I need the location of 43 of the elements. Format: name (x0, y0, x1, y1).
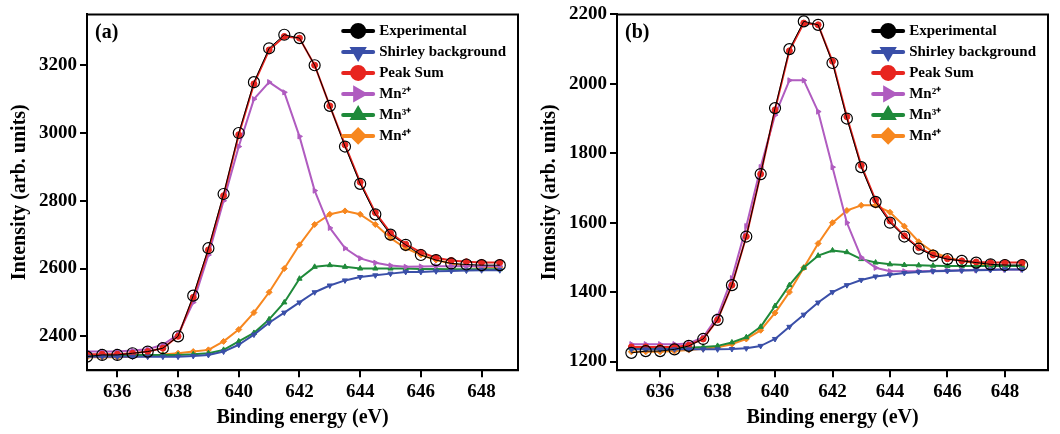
x-tick-label: 642 (818, 379, 847, 401)
annotation: (b) (625, 19, 650, 43)
x-tick-label: 640 (760, 379, 790, 401)
annotation: (a) (95, 19, 119, 43)
legend-label: Peak Sum (379, 63, 445, 80)
x-tick-label: 646 (933, 379, 962, 401)
legend-label: Shirley background (909, 42, 1037, 59)
x-tick-label: 636 (645, 379, 675, 401)
x-axis-title: Binding energy (eV) (746, 405, 919, 429)
y-tick-label: 2000 (569, 71, 607, 93)
legend-label: Experimental (909, 21, 997, 38)
legend-label: Mn²⁺ (379, 84, 412, 101)
x-axis-title: Binding energy (eV) (216, 405, 389, 429)
legend-label: Mn³⁺ (379, 105, 412, 122)
y-tick-label: 2800 (39, 188, 77, 210)
y-tick-label: 2200 (569, 2, 607, 24)
legend-label: Mn³⁺ (909, 105, 942, 122)
y-tick-label: 3200 (39, 53, 77, 75)
legend-label: Experimental (379, 21, 467, 38)
x-tick-label: 644 (875, 379, 905, 401)
y-tick-label: 1200 (569, 349, 607, 371)
legend-label: Mn⁴⁺ (379, 126, 412, 143)
y-axis-title: Intensity (arb. units) (7, 104, 31, 281)
x-tick-label: 646 (406, 379, 436, 401)
legend-label: Mn²⁺ (909, 84, 942, 101)
legend-label: Mn⁴⁺ (909, 126, 942, 143)
x-tick-label: 638 (703, 379, 732, 401)
y-tick-label: 1400 (569, 280, 607, 301)
y-tick-label: 3000 (39, 120, 77, 142)
x-tick-label: 636 (103, 379, 132, 401)
y-tick-label: 2400 (39, 324, 77, 346)
x-tick-label: 644 (345, 379, 375, 401)
legend-label: Shirley background (379, 42, 507, 59)
legend-label: Peak Sum (909, 63, 975, 80)
x-tick-label: 648 (467, 379, 496, 401)
x-tick-label: 638 (163, 379, 193, 401)
y-tick-label: 1800 (569, 141, 607, 163)
x-tick-label: 642 (285, 379, 314, 401)
y-tick-label: 1600 (569, 210, 607, 232)
x-tick-label: 648 (990, 379, 1020, 401)
x-tick-label: 640 (224, 379, 254, 401)
y-tick-label: 2600 (39, 256, 77, 278)
y-axis-title: Intensity (arb. units) (537, 104, 561, 281)
